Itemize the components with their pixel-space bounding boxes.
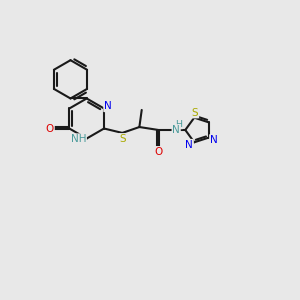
Text: S: S (119, 134, 126, 144)
Text: N: N (104, 101, 112, 111)
Text: N: N (185, 140, 193, 150)
Text: O: O (154, 147, 163, 157)
Text: O: O (46, 124, 54, 134)
Text: S: S (192, 108, 198, 118)
Text: N: N (172, 125, 180, 135)
Text: N: N (210, 135, 218, 145)
Text: H: H (175, 120, 182, 129)
Text: NH: NH (71, 134, 86, 144)
